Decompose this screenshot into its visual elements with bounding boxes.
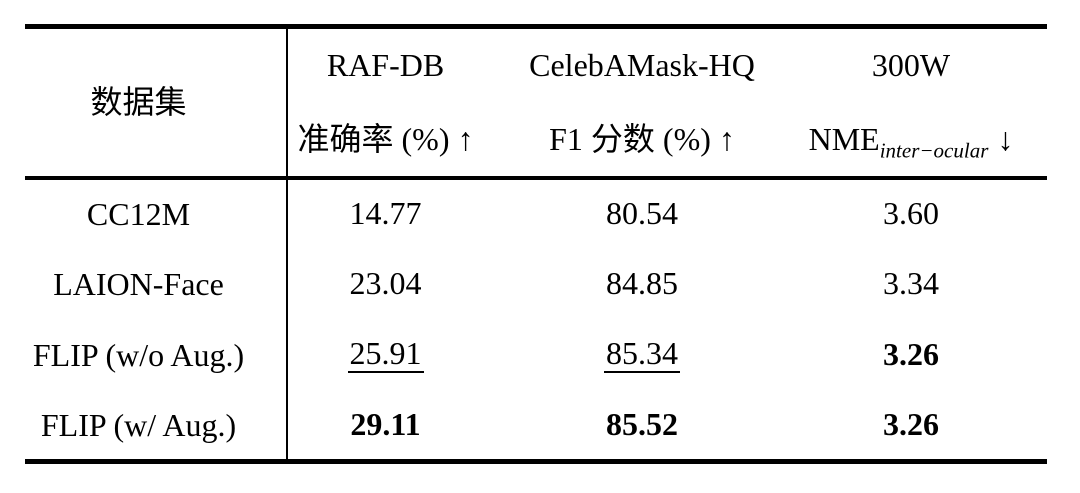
metric-value: 23.04 (349, 265, 422, 301)
metric-value: 14.77 (349, 195, 422, 231)
header-metric-accuracy: 准确率 (%) ↑ (297, 120, 474, 157)
row-label: LAION-Face (25, 248, 288, 320)
metric-value: 25.91 (347, 335, 424, 373)
metric-value: 3.34 (883, 265, 939, 301)
nme-label: NME (808, 120, 880, 157)
nme-subscript: inter−ocular (879, 137, 989, 162)
header-benchmark-raf-db: RAF-DB (326, 47, 445, 84)
metric-value: 80.54 (606, 195, 678, 231)
metric-value: 3.26 (883, 405, 939, 442)
metric-value: 3.60 (883, 195, 939, 231)
header-row-metrics: 准确率 (%) ↑ F1 分数 (%) ↑ NMEinter−ocular ↓ (25, 102, 1047, 178)
metric-value: 85.34 (604, 335, 680, 373)
metric-value: 85.52 (606, 405, 678, 442)
row-label: FLIP (w/o Aug.) (25, 319, 288, 391)
table-row-flip-wo-aug: FLIP (w/o Aug.) 25.91 85.34 3.26 (25, 319, 1047, 391)
table-body: CC12M 14.77 80.54 3.60 LAION-Face 23.04 … (25, 175, 1047, 462)
header-metric-nme: NMEinter−ocular ↓ (792, 102, 1047, 178)
table-header: 数据集 RAF-DB CelebAMask-HQ 300W 准确率 (%) ↑ … (25, 26, 1047, 178)
table-row-flip-w-aug: FLIP (w/ Aug.) 29.11 85.52 3.26 (25, 390, 1047, 462)
row-label: CC12M (25, 175, 288, 249)
header-benchmark-300w: 300W (871, 47, 951, 84)
header-row-benchmarks: 数据集 RAF-DB CelebAMask-HQ 300W (25, 26, 1047, 178)
metric-value: 84.85 (606, 265, 678, 301)
header-metric-f1: F1 分数 (%) ↑ (549, 120, 735, 157)
header-benchmark-celebamask-hq: CelebAMask-HQ (529, 47, 755, 84)
down-arrow-icon: ↓ (997, 120, 1014, 157)
row-label: FLIP (w/ Aug.) (25, 390, 288, 462)
table-row-cc12m: CC12M 14.77 80.54 3.60 (25, 175, 1047, 249)
metric-value: 3.26 (883, 336, 939, 372)
header-dataset-column: 数据集 (25, 26, 288, 178)
table-row-laion-face: LAION-Face 23.04 84.85 3.34 (25, 248, 1047, 320)
results-table: 数据集 RAF-DB CelebAMask-HQ 300W 准确率 (%) ↑ … (25, 24, 1047, 464)
metric-value: 29.11 (350, 405, 421, 442)
